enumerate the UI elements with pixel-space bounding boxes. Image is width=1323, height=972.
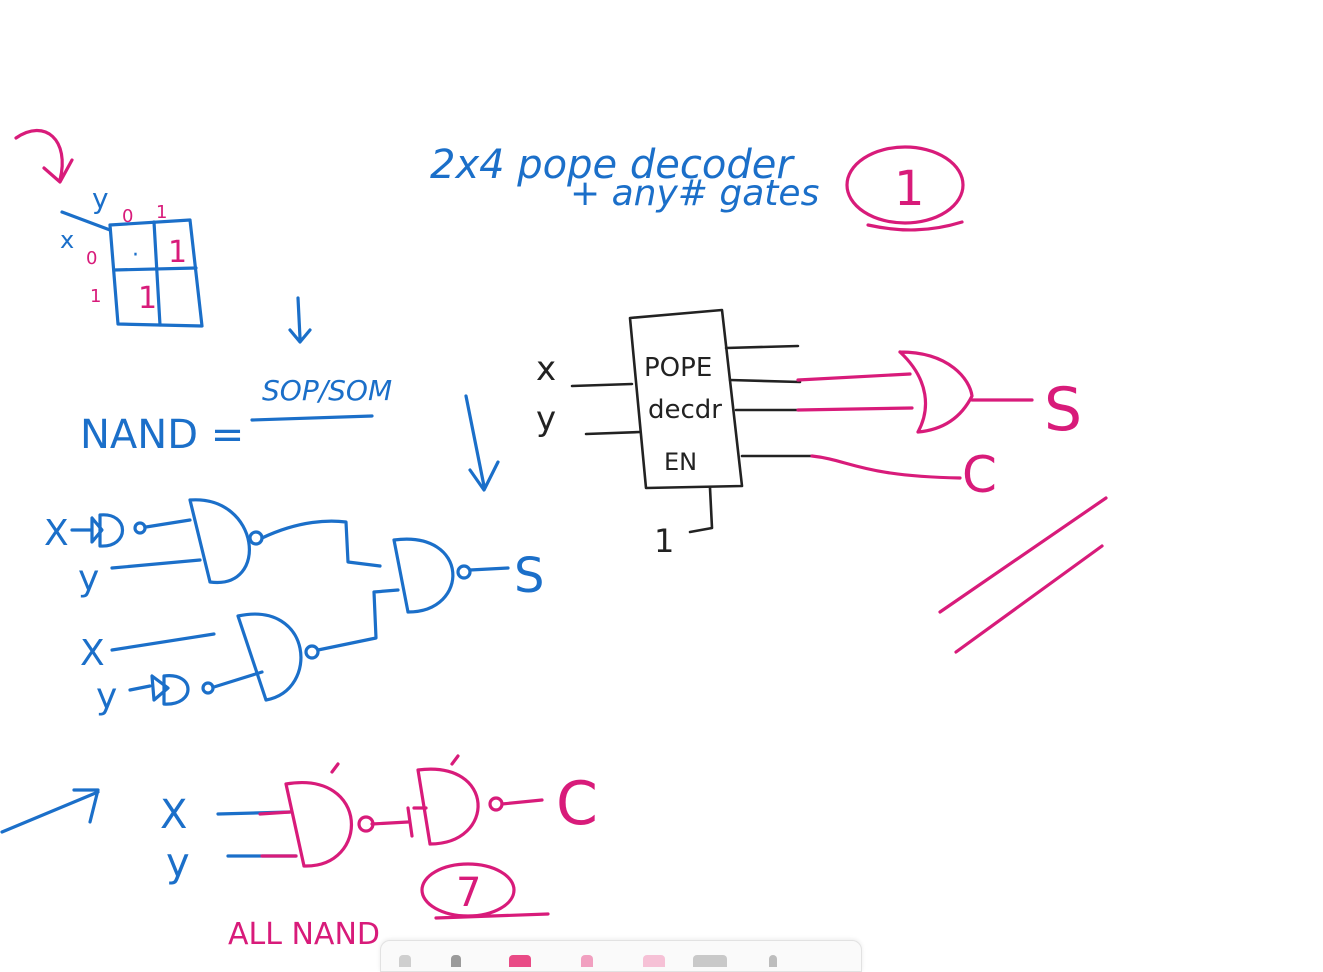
title-line2: + any# gates — [570, 173, 819, 214]
drawing-toolbar[interactable] — [380, 940, 862, 972]
kmap-row-var: x — [60, 226, 74, 254]
nand-equation-rhs: SOP/SOM — [262, 374, 392, 407]
kmap-cell-00: · — [132, 243, 139, 268]
circuit2-input-y: y — [166, 840, 190, 886]
separator-strokes — [938, 496, 1108, 654]
decoder-input-y: y — [536, 399, 556, 439]
down-arrow-small — [288, 296, 312, 344]
circuit-sum-nand: X y X y S — [44, 498, 544, 717]
decoder-label-line1: POPE — [644, 353, 712, 383]
title-line1: 2x4 pope decoder — [430, 142, 795, 188]
pointer-arrow-circuit2 — [0, 788, 100, 834]
decoder-enable-value: 1 — [654, 522, 674, 560]
kmap-row-label-0: 0 — [86, 248, 97, 269]
answer-bottom-value: 7 — [456, 870, 481, 916]
decoder-label-line2: decdr — [648, 395, 722, 425]
kmap-col-label-1: 1 — [156, 202, 167, 223]
answer-circle-top: 1 — [845, 145, 965, 232]
kmap-row-label-1: 1 — [90, 286, 101, 307]
circuit1-input-x1: X — [44, 513, 69, 554]
decoder-block: x y POPE decdr EN 1 S C — [536, 308, 1082, 560]
decoder-label-line3: EN — [664, 448, 697, 476]
pen-tool-icon[interactable] — [399, 955, 411, 967]
circuit1-input-y2: y — [96, 676, 117, 717]
kmap-cell-01: 1 — [168, 235, 187, 270]
karnaugh-map: y x 0 1 0 1 · 1 1 — [60, 182, 204, 328]
circuit1-input-x2: X — [80, 633, 105, 674]
decoder-output-c: C — [962, 446, 997, 504]
answer-top-value: 1 — [894, 161, 925, 217]
answer-circle-bottom: 7 — [420, 862, 550, 920]
highlighter-pink-icon[interactable] — [509, 955, 531, 967]
kmap-cell-10: 1 — [138, 281, 157, 316]
circuit1-input-y1: y — [78, 558, 99, 599]
color-swatch-icon[interactable] — [643, 955, 665, 967]
nand-equation-lhs: NAND = — [80, 412, 244, 458]
down-arrow-large — [464, 394, 500, 492]
lasso-tool-icon[interactable] — [769, 955, 777, 967]
circuit2-input-x: X — [160, 792, 187, 838]
kmap-col-label-0: 0 — [122, 206, 133, 227]
marker-tool-icon[interactable] — [581, 955, 593, 967]
all-nand-label: ALL NAND — [228, 917, 380, 952]
pointer-arrow-kmap — [14, 128, 74, 184]
circuit1-output: S — [514, 548, 544, 604]
circuit-carry-nand: X y C — [160, 754, 598, 886]
pencil-tool-icon[interactable] — [451, 955, 461, 967]
circuit2-output: C — [556, 769, 598, 839]
decoder-output-s: S — [1044, 375, 1082, 445]
kmap-col-var: y — [92, 182, 109, 215]
decoder-input-x: x — [536, 349, 556, 389]
eraser-tool-icon[interactable] — [693, 955, 727, 967]
